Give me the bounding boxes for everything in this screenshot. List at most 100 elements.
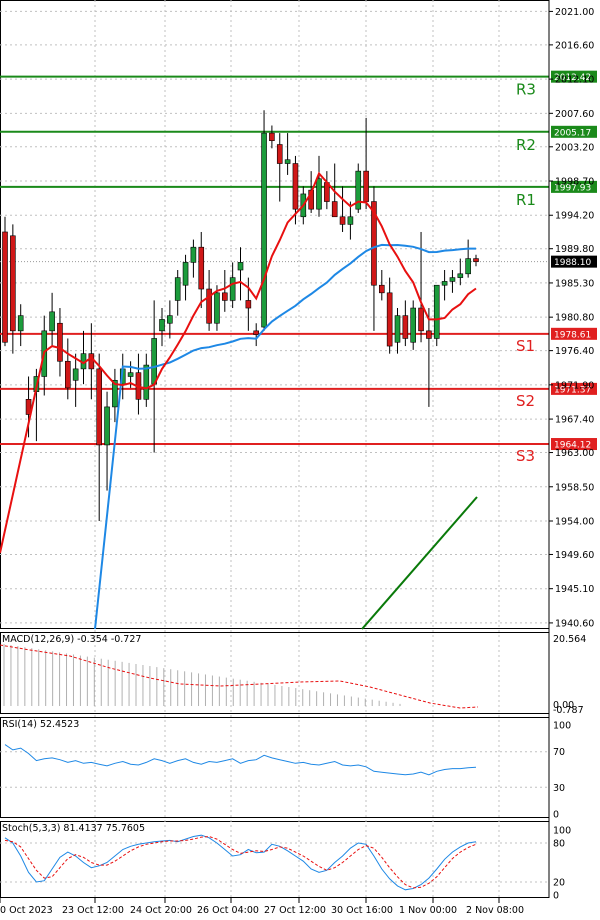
price-tick-label: 2012.10 bbox=[555, 75, 594, 86]
price-tick-label: 1958.50 bbox=[555, 482, 594, 493]
pivot-level-tag bbox=[551, 438, 597, 451]
candle-down bbox=[206, 288, 212, 324]
price-tick-label: 1980.80 bbox=[555, 313, 594, 324]
panel-frame bbox=[0, 0, 550, 629]
date-tick-label: 1 Nov 00:00 bbox=[399, 905, 457, 916]
pivot-level-tag-label: 1964.12 bbox=[554, 441, 591, 451]
candle-up bbox=[49, 311, 55, 332]
price-tick-label: 1994.20 bbox=[555, 211, 594, 222]
stoch-axis-label: 100 bbox=[553, 826, 571, 837]
candle-up bbox=[182, 262, 189, 286]
stoch-d-line bbox=[4, 835, 477, 889]
current-price-tag bbox=[551, 255, 597, 268]
pivot-level-tag bbox=[551, 327, 597, 340]
candle-down bbox=[276, 144, 283, 164]
pivot-level-name: S3 bbox=[516, 447, 535, 465]
candle-up bbox=[174, 277, 181, 301]
candle-down bbox=[378, 284, 385, 294]
candle-up bbox=[229, 277, 236, 301]
rsi-axis-label: 30 bbox=[553, 783, 565, 794]
candle-up bbox=[17, 315, 24, 332]
candle-down bbox=[402, 315, 409, 339]
candle-up bbox=[355, 170, 362, 210]
pivot-level-tag-label: 2012.42 bbox=[554, 73, 591, 83]
stoch-k-line bbox=[4, 834, 477, 891]
candle-up bbox=[261, 132, 267, 328]
price-tick-label: 1940.60 bbox=[555, 618, 594, 629]
date-tick-label: 23 Oct 12:00 bbox=[62, 905, 124, 916]
pivot-level-name: R2 bbox=[516, 136, 536, 154]
macd-label: MACD(12,26,9) -0.354 -0.727 bbox=[2, 634, 141, 645]
candle-down bbox=[96, 368, 102, 446]
candle-up bbox=[167, 315, 173, 324]
pivot-level-tag-label: 1971.37 bbox=[554, 385, 591, 395]
price-tick-label: 2021.00 bbox=[555, 7, 594, 18]
candle-down bbox=[25, 399, 32, 415]
candle-down bbox=[88, 353, 95, 370]
pivot-level-tag bbox=[551, 382, 597, 395]
rsi-axis-label: 100 bbox=[553, 721, 571, 732]
stoch-axis-label: 20 bbox=[553, 878, 565, 889]
rsi-label: RSI(14) 52.4523 bbox=[2, 719, 79, 730]
candle-up bbox=[112, 379, 118, 408]
candle-up bbox=[151, 338, 157, 385]
rsi-line bbox=[4, 744, 477, 776]
price-tick-label: 1949.60 bbox=[555, 550, 594, 561]
price-tick-label: 1998.70 bbox=[555, 177, 594, 188]
candle-down bbox=[473, 258, 479, 262]
candle-up bbox=[190, 246, 197, 263]
candle-up bbox=[214, 292, 220, 324]
candle-up bbox=[104, 406, 110, 446]
candle-up bbox=[394, 315, 401, 343]
candle-down bbox=[10, 235, 16, 332]
macd-axis-label: 0.00 bbox=[553, 700, 574, 711]
price-tick-label: 2003.20 bbox=[555, 142, 594, 153]
candle-down bbox=[57, 322, 63, 362]
price-tick-label: 1985.30 bbox=[555, 278, 594, 289]
price-tick-label: 1963.00 bbox=[555, 448, 594, 459]
candle-down bbox=[371, 201, 377, 286]
candle-down bbox=[245, 300, 252, 309]
stoch-label: Stoch(5,3,3) 81.4137 75.7605 bbox=[2, 823, 145, 834]
date-tick-label: 27 Oct 12:00 bbox=[264, 905, 326, 916]
date-tick-label: 24 Oct 20:00 bbox=[130, 905, 192, 916]
rsi-axis-label: 70 bbox=[553, 747, 565, 758]
candle-up bbox=[433, 284, 440, 339]
stoch-axis-label: 0 bbox=[553, 891, 559, 902]
trend-line-green bbox=[361, 496, 478, 630]
price-tick-label: 2007.60 bbox=[555, 109, 594, 120]
pivot-level-tag bbox=[551, 180, 597, 193]
indicator-panels: MACD(12,26,9) -0.354 -0.727 20.564 0.00-0.… bbox=[0, 634, 586, 902]
pivot-level-name: R1 bbox=[516, 191, 536, 209]
price-tick-label: 1971.90 bbox=[555, 380, 594, 391]
candle-down bbox=[65, 360, 71, 389]
candle-up bbox=[237, 262, 244, 271]
candle-down bbox=[426, 330, 432, 339]
pivot-level-name: S1 bbox=[516, 337, 535, 355]
candle-up bbox=[465, 258, 471, 275]
indicator-lines bbox=[0, 171, 478, 630]
candle-up bbox=[143, 364, 150, 400]
candlesticks bbox=[2, 110, 479, 521]
pivot-level-name: R3 bbox=[516, 81, 536, 99]
price-tick-label: 2016.60 bbox=[555, 40, 594, 51]
candle-up bbox=[441, 281, 448, 286]
candle-down bbox=[2, 231, 8, 343]
candle-up bbox=[72, 368, 79, 381]
price-tick-label: 1954.00 bbox=[555, 516, 594, 527]
pivot-level-tag bbox=[551, 70, 597, 83]
candle-up bbox=[449, 277, 456, 282]
candle-down bbox=[386, 292, 393, 347]
date-tick-label: 2 Nov 08:00 bbox=[466, 905, 524, 916]
candle-down bbox=[418, 307, 424, 332]
candle-up bbox=[347, 216, 354, 225]
candle-down bbox=[292, 163, 299, 210]
macd-axis-label: -0.787 bbox=[553, 705, 584, 716]
candle-down bbox=[222, 292, 228, 301]
candle-up bbox=[284, 159, 291, 164]
price-tick-label: 1989.80 bbox=[555, 244, 594, 255]
candle-up bbox=[316, 178, 322, 210]
pivot-level-name: S2 bbox=[516, 392, 535, 410]
candle-down bbox=[331, 201, 338, 218]
